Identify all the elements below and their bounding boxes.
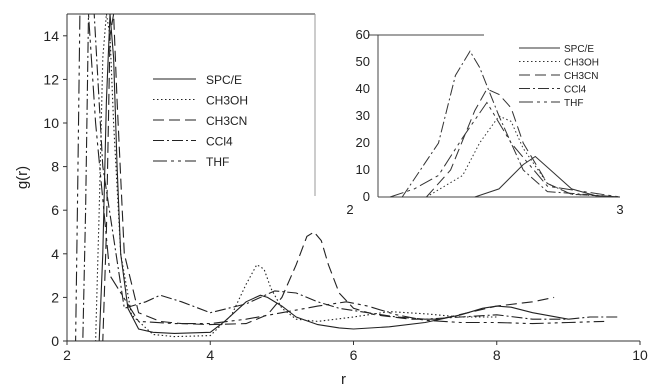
x-tick-label: 8 xyxy=(493,347,501,363)
x-tick-label: 10 xyxy=(632,347,648,363)
y-tick-label: 14 xyxy=(43,28,59,44)
inset-axes: 0 10 20 30 40 50 60 2 3 xyxy=(346,27,623,217)
inset-x-tick-label: 3 xyxy=(616,202,623,217)
inset-backdrop xyxy=(318,16,648,226)
inset-series-line-ch3cn xyxy=(426,88,621,198)
inset-legend-label-ccl4: CCl4 xyxy=(564,85,587,96)
inset-legend-label-ch3oh: CH3OH xyxy=(564,58,599,69)
inset-series-line-ch3oh xyxy=(426,115,621,198)
inset-y-tick-label: 40 xyxy=(356,81,370,96)
y-tick-label: 2 xyxy=(51,289,59,305)
x-tick-label: 6 xyxy=(350,347,358,363)
inset-y-tick-label: 0 xyxy=(363,189,370,204)
inset-y-tick-label: 50 xyxy=(356,54,370,69)
y-tick-label: 12 xyxy=(43,71,59,87)
legend-label-spc-e: SPC/E xyxy=(206,73,242,87)
y-tick-label: 0 xyxy=(51,333,59,349)
inset-series-line-ccl4 xyxy=(401,50,621,198)
main-legend: SPC/E CH3OH CH3CN CCl4 THF xyxy=(153,73,248,169)
y-tick-label: 8 xyxy=(51,159,59,175)
inset-y-tick-label: 20 xyxy=(356,135,370,150)
main-series-group xyxy=(67,14,619,341)
legend-label-ccl4: CCl4 xyxy=(206,135,233,149)
series-line-ch3cn xyxy=(67,14,555,341)
inset-legend-label-ch3cn: CH3CN xyxy=(564,71,598,82)
inset-legend: SPC/E CH3OH CH3CN CCl4 THF xyxy=(519,44,599,109)
inset-y-tick-label: 30 xyxy=(356,108,370,123)
y-tick-label: 4 xyxy=(51,246,59,262)
inset-background xyxy=(318,16,648,226)
x-tick-label: 4 xyxy=(206,347,214,363)
legend-label-thf: THF xyxy=(206,155,229,169)
inset-series-line-thf xyxy=(389,101,621,198)
x-axis-title: r xyxy=(341,371,346,387)
inset-legend-label-spc-e: SPC/E xyxy=(564,44,594,55)
series-line-ccl4 xyxy=(67,14,619,341)
series-line-thf xyxy=(67,14,605,341)
y-axis-title: g(r) xyxy=(14,166,31,189)
legend-label-ch3oh: CH3OH xyxy=(206,94,248,108)
inset-series-group xyxy=(389,50,621,198)
inset-y-tick-label: 60 xyxy=(356,27,370,42)
inset-legend-label-thf: THF xyxy=(564,98,583,109)
y-tick-label: 6 xyxy=(51,202,59,218)
y-tick-label: 10 xyxy=(43,115,59,131)
x-tick-label: 2 xyxy=(63,347,71,363)
inset-y-tick-label: 10 xyxy=(356,162,370,177)
inset-x-tick-label: 2 xyxy=(346,202,353,217)
legend-label-ch3cn: CH3CN xyxy=(206,114,247,128)
